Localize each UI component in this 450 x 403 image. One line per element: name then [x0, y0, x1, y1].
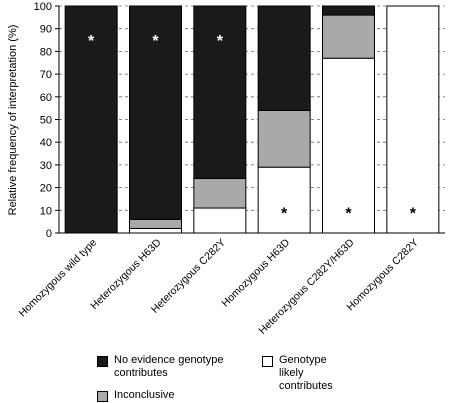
- bar-segment-3-3: [193, 5, 247, 180]
- legend-item-inconclusive: Inconclusive: [97, 389, 175, 402]
- bar-segment-1-3: [64, 5, 118, 234]
- legend-swatch-no-evidence: [97, 356, 108, 367]
- x-category-label: Heterozygous C282Y: [149, 237, 228, 316]
- bar-segment-3-2: [193, 178, 247, 209]
- annotations: * * * * * *: [88, 33, 417, 223]
- x-category-label: Homozygous wild type: [17, 237, 100, 320]
- bar-segment-3-1: [193, 207, 247, 234]
- bar-segment-2-1: [129, 227, 182, 234]
- bar-segment-2-3: [129, 5, 182, 220]
- y-tick-label: 10: [40, 205, 52, 217]
- y-tick-label: 100: [34, 1, 52, 13]
- significance-asterisk: *: [281, 205, 288, 222]
- significance-asterisk: *: [88, 33, 95, 50]
- bar-segment-4-1: [257, 166, 311, 234]
- legend-item-no-evidence: No evidence genotype contributes: [97, 354, 254, 380]
- y-tick-label: 50: [40, 115, 52, 127]
- y-tick-label: 80: [40, 46, 52, 58]
- significance-asterisk: *: [410, 205, 417, 222]
- legend-label-no-evidence: No evidence genotype contributes: [114, 354, 224, 379]
- x-category-label: Homozygous C282Y: [344, 237, 421, 314]
- y-tick-label: 60: [40, 92, 52, 104]
- y-tick-label: 30: [40, 160, 52, 172]
- legend-swatch-inconclusive: [97, 391, 108, 402]
- significance-asterisk: *: [152, 33, 159, 50]
- y-tick-label: 20: [40, 183, 52, 195]
- x-category-label: Homozygous H63D: [219, 236, 292, 309]
- y-tick-label: 0: [46, 228, 52, 240]
- bar-segment-6-1: [386, 5, 440, 234]
- bar-segment-4-3: [257, 5, 311, 111]
- y-tick-label: 70: [40, 69, 52, 81]
- legend-label-inconclusive: Inconclusive: [114, 389, 175, 401]
- y-tick-label: 40: [40, 137, 52, 149]
- bar-segment-5-2: [322, 14, 375, 59]
- bar-segment-2-2: [129, 218, 182, 229]
- y-axis-ticks: 0 10 20 30 40 50 60 70 80 90 100: [34, 1, 59, 240]
- legend-label-likely: Genotype likely contributes: [279, 354, 333, 392]
- bars: [64, 5, 440, 234]
- significance-asterisk: *: [217, 33, 224, 50]
- y-axis-label: Relative frequency of interpretation (%): [7, 25, 19, 216]
- legend-swatch-likely: [262, 356, 273, 367]
- x-category-label: Heterozygous H63D: [88, 236, 164, 312]
- legend-item-likely: Genotype likely contributes: [262, 354, 333, 393]
- y-tick-label: 90: [40, 24, 52, 36]
- gridlines: [59, 5, 445, 211]
- bar-segment-5-3: [322, 5, 375, 16]
- bar-segment-5-1: [322, 57, 375, 234]
- significance-asterisk: *: [345, 205, 352, 222]
- bar-segment-4-2: [257, 109, 311, 168]
